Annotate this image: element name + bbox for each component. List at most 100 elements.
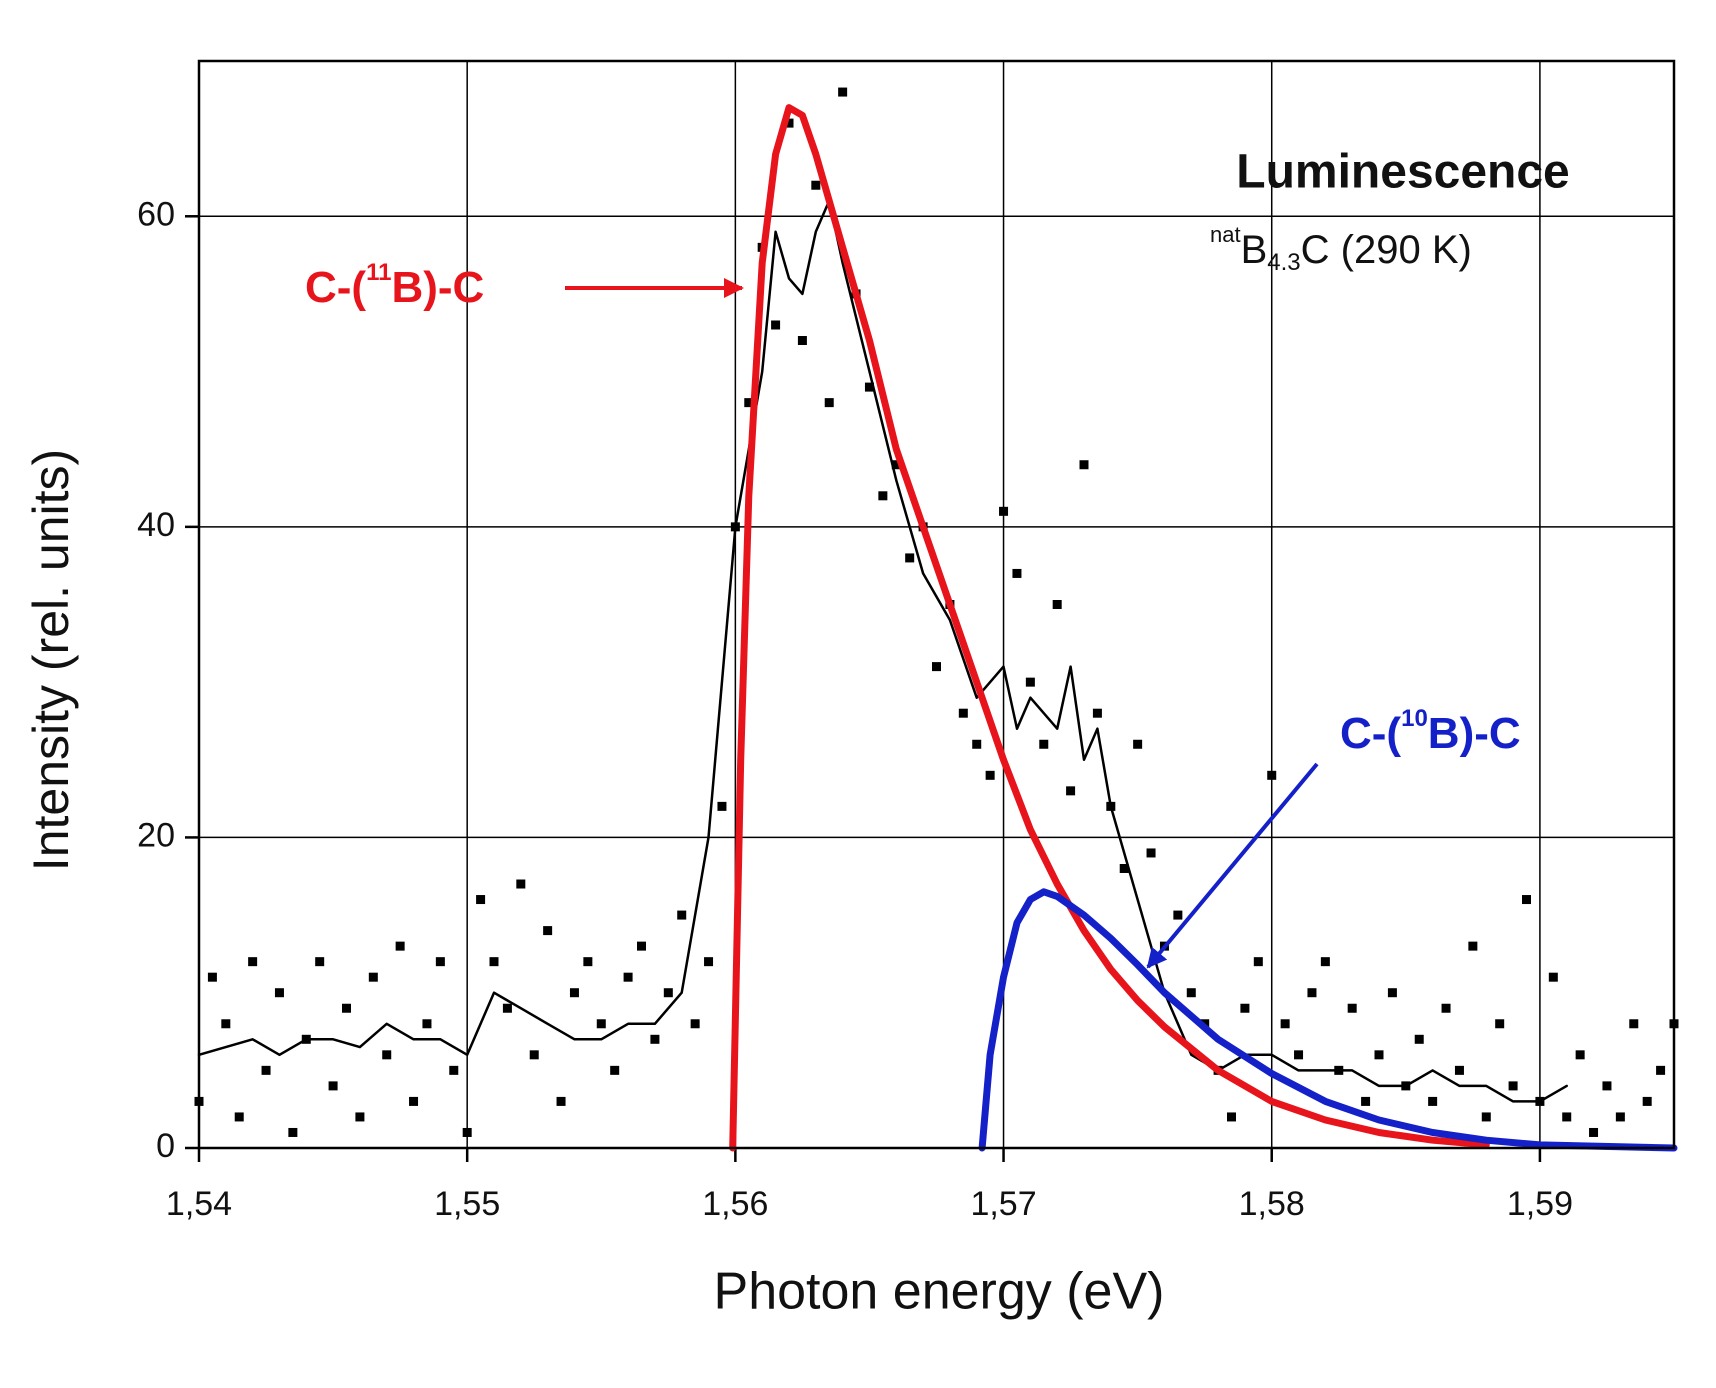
data-point [985, 770, 995, 780]
data-point [1495, 1019, 1505, 1029]
data-point [610, 1065, 620, 1075]
data-point [502, 1003, 512, 1013]
data-point [342, 1003, 351, 1013]
data-point [677, 910, 687, 920]
annotation-sample: natB4.3C (290 K) [1210, 222, 1472, 277]
data-point [932, 662, 941, 672]
data-point [811, 180, 821, 190]
annotation-11b: C-(11B)-C [305, 259, 484, 311]
data-point [1562, 1112, 1572, 1122]
data-point [717, 801, 727, 811]
data-point [1454, 1065, 1464, 1075]
data-point [1374, 1050, 1384, 1060]
data-point [1240, 1003, 1250, 1013]
data-point [1294, 1050, 1304, 1060]
sup: nat [1210, 222, 1241, 247]
x-axis-label: Photon energy (eV) [714, 1263, 1165, 1321]
data-point [569, 988, 579, 998]
data-point [1320, 957, 1330, 967]
data-point [395, 941, 405, 951]
y-tick-label: 0 [156, 1127, 175, 1165]
data-point [556, 1096, 566, 1106]
x-tick-label: 1,55 [434, 1185, 500, 1223]
data-point [1307, 988, 1317, 998]
data-point [1066, 786, 1076, 796]
data-point [261, 1065, 271, 1075]
x-tick-label: 1,56 [702, 1185, 768, 1223]
data-point [704, 957, 714, 967]
data-point [409, 1096, 419, 1106]
data-point [878, 491, 888, 501]
data-point [1468, 941, 1478, 951]
data-point [1575, 1050, 1585, 1060]
data-point [1025, 677, 1035, 687]
data-point [623, 972, 633, 982]
data-point [1387, 988, 1397, 998]
data-point [288, 1127, 298, 1137]
text: B)-C [1428, 709, 1521, 758]
data-point [1414, 1034, 1424, 1044]
data-point [838, 87, 848, 97]
data-point [1602, 1081, 1612, 1091]
arrow-10b [1146, 762, 1319, 969]
sub: 4.3 [1267, 249, 1300, 276]
y-tick-label: 60 [137, 195, 175, 233]
data-point [529, 1050, 539, 1060]
y-tick-label: 40 [137, 506, 175, 544]
data-point [516, 879, 526, 889]
data-point [1656, 1065, 1666, 1075]
data-point [207, 972, 217, 982]
data-point [1012, 568, 1022, 578]
data-point [824, 398, 834, 408]
x-tick-label: 1,57 [970, 1185, 1036, 1223]
text: C (290 K) [1301, 228, 1472, 272]
data-point [368, 972, 378, 982]
data-point [489, 957, 499, 967]
data-point [999, 506, 1009, 516]
data-point [1548, 972, 1558, 982]
data-point [1441, 1003, 1451, 1013]
marks [194, 87, 1679, 1152]
data-point [1589, 1127, 1599, 1137]
data-point [1227, 1112, 1236, 1122]
data-point [1253, 957, 1263, 967]
text: C-( [305, 263, 366, 312]
data-point [797, 336, 807, 346]
data-point [596, 1019, 606, 1029]
data-point [690, 1019, 700, 1029]
data-point [1079, 460, 1089, 470]
data-point [864, 382, 874, 392]
data-point [958, 708, 968, 718]
data-line [729, 104, 1490, 1152]
data-point [1522, 895, 1531, 905]
data-point [221, 1019, 231, 1029]
data-point [435, 957, 445, 967]
x-tick-label: 1,54 [166, 1185, 232, 1223]
data-point [1146, 848, 1156, 858]
data-point [422, 1019, 432, 1029]
data-point [355, 1112, 365, 1122]
data-point [744, 398, 754, 408]
x-tick-label: 1,58 [1239, 1185, 1305, 1223]
data-point [476, 895, 486, 905]
data-point [328, 1081, 338, 1091]
text: B)-C [391, 263, 484, 312]
data-point [1347, 1003, 1357, 1013]
text: B [1241, 228, 1268, 272]
data-point [1092, 708, 1102, 718]
data-point [543, 926, 553, 936]
text: C-( [1340, 709, 1401, 758]
data-point [1186, 988, 1196, 998]
data-point [1508, 1081, 1518, 1091]
y-tick-label: 20 [137, 816, 175, 854]
data-point [637, 941, 646, 951]
data-point [274, 988, 284, 998]
data-point [315, 957, 325, 967]
data-point [972, 739, 982, 749]
data-point [248, 957, 258, 967]
annotation-10b: C-(10B)-C [1340, 705, 1521, 757]
data-point [382, 1050, 392, 1060]
data-point [449, 1065, 459, 1075]
sup: 11 [366, 259, 391, 286]
data-point [1481, 1112, 1491, 1122]
